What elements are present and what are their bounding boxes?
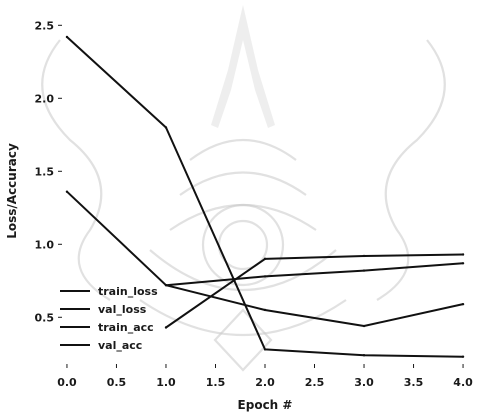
- series-val_acc: [164, 262, 465, 287]
- series-train_acc: [164, 253, 465, 329]
- x-tick-label: 2.5: [305, 376, 325, 389]
- x-tick-label: 4.0: [453, 376, 473, 389]
- x-tick-label: 0.0: [57, 376, 77, 389]
- data-point: [164, 126, 168, 129]
- data-point: [65, 35, 69, 39]
- data-point: [461, 253, 465, 256]
- y-tick-label: 2.0: [35, 92, 55, 105]
- axes: 0.0 0.5 1.0 1.5 2.0 2.5 3.0 3.5 4.0 0.5 1.0 1.5 2.0 2…: [5, 19, 473, 412]
- x-tick-label: 0.5: [107, 376, 127, 389]
- x-tick-label: 1.0: [156, 376, 176, 389]
- data-point: [263, 308, 267, 312]
- x-tick-label: 3.0: [354, 376, 374, 389]
- series-layer: [65, 35, 465, 358]
- data-point: [362, 254, 366, 258]
- x-tick-label: 2.0: [255, 376, 275, 389]
- data-point: [461, 302, 465, 306]
- data-point: [362, 324, 366, 328]
- watermark-emblem: [41, 5, 446, 372]
- y-tick-label: 1.0: [35, 238, 55, 251]
- series-train_loss: [65, 35, 465, 358]
- legend-label-train_loss: train_loss: [98, 285, 158, 298]
- y-tick-label: 0.5: [35, 311, 55, 324]
- data-point: [263, 275, 267, 278]
- y-tick-label: 1.5: [35, 165, 55, 178]
- x-tick-label: 1.5: [206, 376, 226, 389]
- legend: train_loss val_loss train_acc val_acc: [60, 285, 158, 352]
- legend-label-val_loss: val_loss: [98, 303, 147, 316]
- series-line-val_acc: [165, 262, 464, 287]
- legend-label-train_acc: train_acc: [98, 321, 154, 334]
- data-point: [362, 269, 366, 272]
- series-line-train_acc: [165, 253, 464, 329]
- legend-label-val_acc: val_acc: [98, 339, 142, 352]
- data-point: [263, 348, 267, 351]
- y-axis-label: Loss/Accuracy: [5, 143, 19, 239]
- x-tick-label: 3.5: [404, 376, 424, 389]
- data-point: [164, 326, 168, 329]
- data-point: [461, 355, 465, 358]
- x-axis-label: Epoch #: [238, 398, 293, 412]
- y-tick-label: 2.5: [35, 19, 55, 32]
- data-point: [65, 190, 69, 193]
- data-point: [263, 257, 267, 261]
- data-point: [362, 354, 366, 357]
- data-point: [461, 262, 465, 265]
- data-point: [164, 283, 168, 287]
